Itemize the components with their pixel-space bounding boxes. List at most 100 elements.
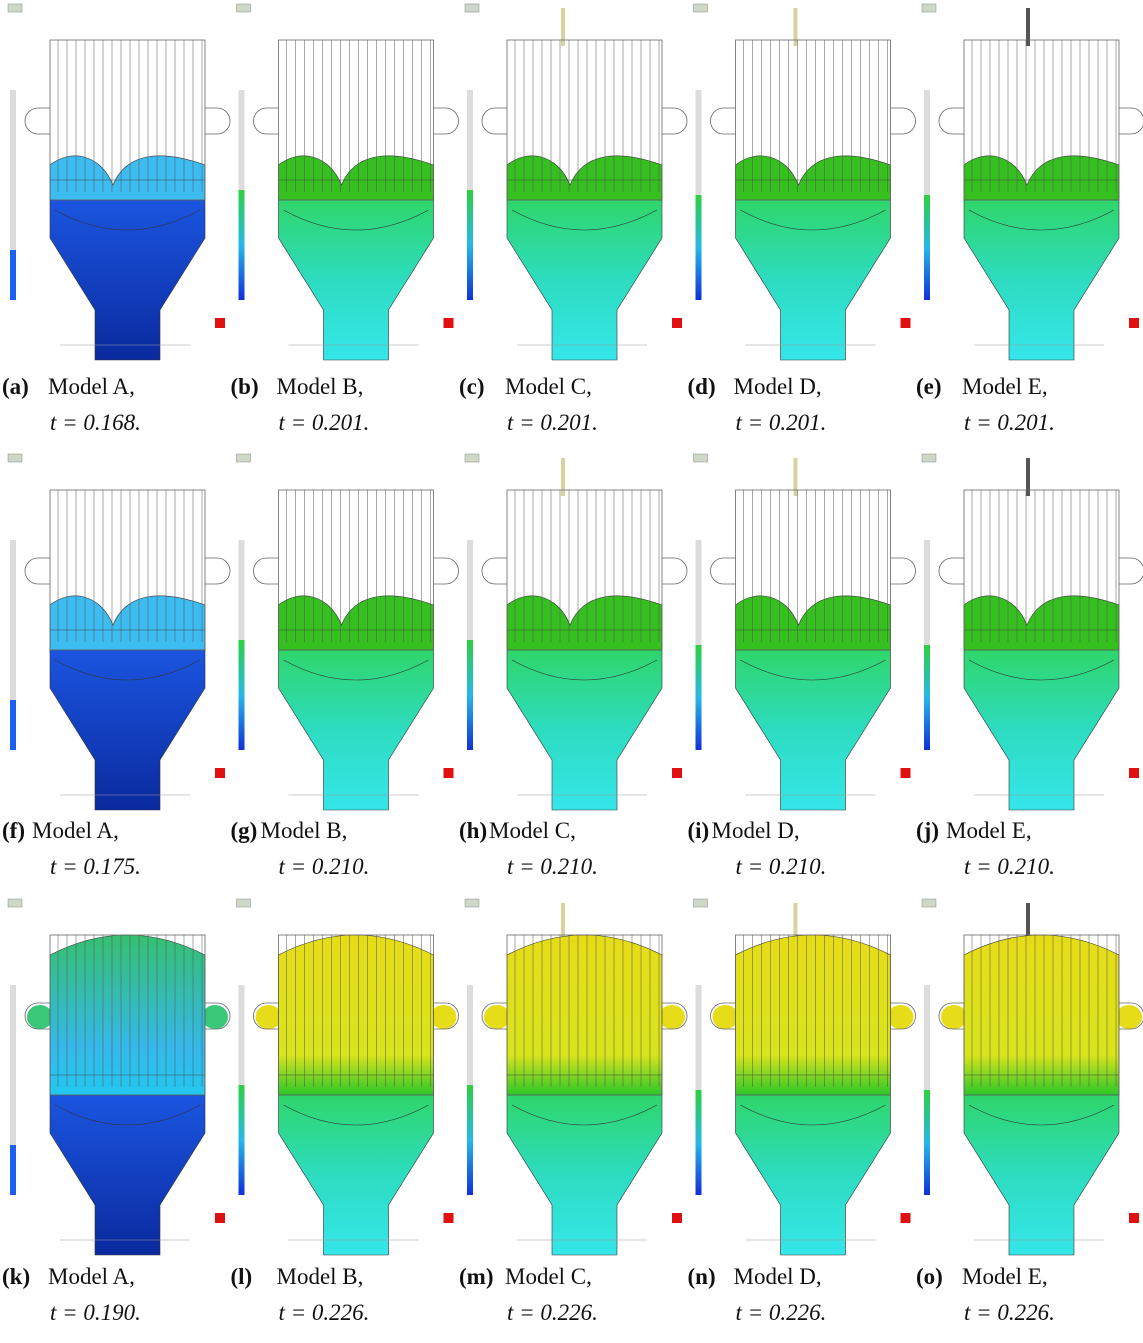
- melt-front: [736, 935, 891, 1095]
- ear-outline: [25, 108, 50, 134]
- funnel-fill: [507, 200, 662, 360]
- ear-outline: [711, 108, 736, 134]
- funnel-fill: [50, 650, 205, 810]
- melt-front: [279, 156, 434, 200]
- simulation-panel: [8, 4, 230, 360]
- simulation-panel: [8, 454, 230, 810]
- caption-time: t = 0.190.: [50, 1300, 141, 1325]
- melt-front: [279, 935, 434, 1095]
- ear-outline: [254, 108, 279, 134]
- toolbar-icon: [694, 899, 708, 907]
- ear-outline: [939, 558, 964, 584]
- scale-bar-color: [696, 195, 702, 300]
- ear-fill: [888, 1005, 914, 1029]
- axis-icon: [215, 768, 225, 778]
- caption-model: Model C,: [505, 1264, 592, 1289]
- funnel-fill: [736, 200, 891, 360]
- toolbar-icon: [465, 454, 479, 462]
- caption-label: (a): [2, 374, 29, 399]
- caption-label: (e): [916, 374, 942, 399]
- caption-label: (o): [916, 1264, 943, 1289]
- scale-bar-color: [924, 195, 930, 300]
- ear-outline: [254, 558, 279, 584]
- scale-bar-color: [696, 645, 702, 750]
- funnel-fill: [964, 200, 1119, 360]
- caption-label: (g): [231, 818, 258, 843]
- axis-icon: [1129, 1213, 1139, 1223]
- ear-outline: [482, 108, 507, 134]
- ear-outline: [662, 108, 687, 134]
- caption-time: t = 0.210.: [736, 854, 827, 879]
- toolbar-icon: [465, 899, 479, 907]
- scale-bar-color: [239, 640, 245, 750]
- ear-outline: [939, 108, 964, 134]
- caption-time: t = 0.210.: [279, 854, 370, 879]
- melt-front: [50, 596, 205, 650]
- caption-time: t = 0.210.: [507, 854, 598, 879]
- axis-icon: [672, 318, 682, 328]
- scale-bar-color: [924, 645, 930, 750]
- ear-fill: [659, 1005, 685, 1029]
- caption-label: (j): [916, 818, 939, 843]
- axis-icon: [901, 768, 911, 778]
- melt-front: [736, 596, 891, 650]
- ear-outline: [1119, 558, 1143, 584]
- melt-front: [964, 935, 1119, 1095]
- simulation-panel: [922, 899, 1143, 1255]
- caption-time: t = 0.175.: [50, 854, 141, 879]
- scale-bar-color: [239, 190, 245, 300]
- ear-outline: [711, 558, 736, 584]
- melt-front: [507, 596, 662, 650]
- simulation-panel: [694, 454, 916, 810]
- toolbar-icon: [922, 454, 936, 462]
- ear-outline: [891, 108, 916, 134]
- caption-model: Model B,: [277, 1264, 364, 1289]
- simulation-panel: [694, 4, 916, 360]
- funnel-fill: [507, 1095, 662, 1255]
- caption-model: Model E,: [946, 818, 1032, 843]
- caption-model: Model B,: [277, 374, 364, 399]
- caption-label: (b): [231, 374, 259, 399]
- caption-model: Model A,: [48, 1264, 135, 1289]
- caption-model: Model D,: [734, 374, 822, 399]
- caption-label: (f): [2, 818, 25, 843]
- ear-outline: [205, 558, 230, 584]
- ear-fill: [256, 1005, 282, 1029]
- ear-fill: [713, 1005, 739, 1029]
- toolbar-icon: [694, 4, 708, 12]
- figure: (a) Model A, t = 0.168. (b) Model B, t = 0.20…: [0, 0, 1143, 1338]
- ear-fill: [941, 1005, 967, 1029]
- caption-label: (d): [688, 374, 716, 399]
- caption-time: t = 0.226.: [507, 1300, 598, 1325]
- scale-bar-color: [10, 250, 16, 300]
- simulation-panel: [922, 4, 1143, 360]
- scale-bar-color: [10, 700, 16, 750]
- toolbar-icon: [237, 4, 251, 12]
- caption-time: t = 0.168.: [50, 410, 141, 435]
- ear-fill: [484, 1005, 510, 1029]
- caption-model: Model E,: [962, 374, 1048, 399]
- caption-label: (i): [688, 818, 710, 843]
- axis-icon: [215, 1213, 225, 1223]
- ear-fill: [27, 1005, 53, 1029]
- toolbar-icon: [8, 454, 22, 462]
- scale-bar-color: [467, 640, 473, 750]
- caption-model: Model E,: [962, 1264, 1048, 1289]
- caption-label: (n): [688, 1264, 716, 1289]
- ear-outline: [434, 108, 459, 134]
- funnel-fill: [964, 1095, 1119, 1255]
- axis-icon: [901, 318, 911, 328]
- axis-icon: [444, 1213, 454, 1223]
- caption-time: t = 0.201.: [736, 410, 827, 435]
- caption-model: Model A,: [48, 374, 135, 399]
- caption-time: t = 0.226.: [736, 1300, 827, 1325]
- toolbar-icon: [8, 899, 22, 907]
- simulation-panel: [465, 454, 687, 810]
- toolbar-icon: [465, 4, 479, 12]
- caption-model: Model D,: [712, 818, 800, 843]
- ear-fill: [431, 1005, 457, 1029]
- toolbar-icon: [922, 899, 936, 907]
- axis-icon: [672, 768, 682, 778]
- axis-icon: [1129, 768, 1139, 778]
- funnel-fill: [279, 1095, 434, 1255]
